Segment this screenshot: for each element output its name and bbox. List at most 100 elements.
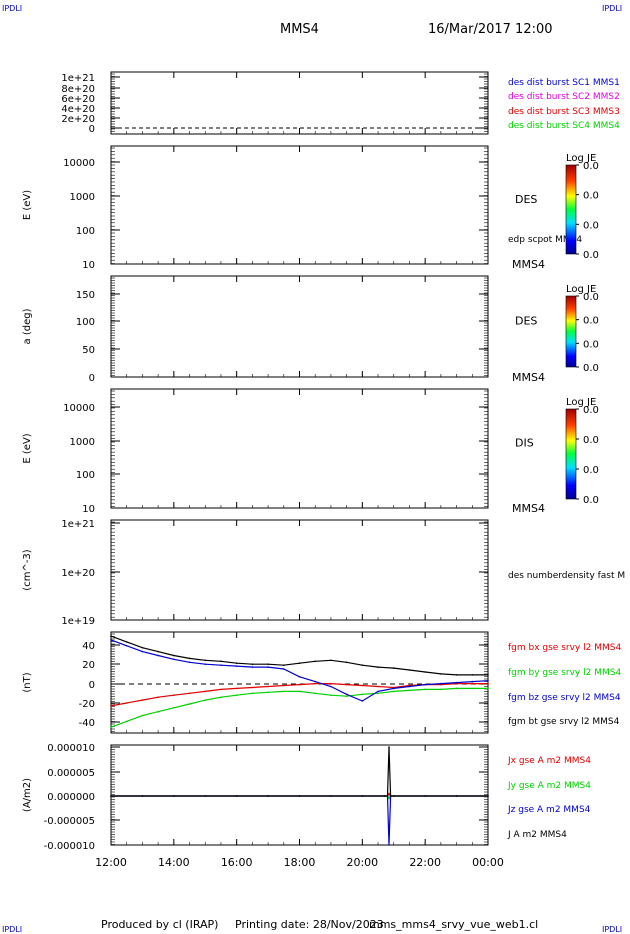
data-point xyxy=(455,681,458,684)
data-point xyxy=(440,673,442,675)
data-point xyxy=(141,650,144,653)
panel-frame-p2 xyxy=(110,145,489,265)
data-point xyxy=(388,797,390,800)
data-point xyxy=(141,795,144,797)
colorbar-label: 0.0 xyxy=(583,495,599,506)
data-point xyxy=(173,707,175,709)
data-point xyxy=(141,646,144,649)
y-tick-label: 0.000010 xyxy=(47,743,95,754)
y-tick-label: 4e+20 xyxy=(61,104,95,115)
data-point xyxy=(251,666,254,668)
data-point xyxy=(220,696,222,698)
series-line-2 xyxy=(110,687,488,728)
legend-entry: Jx gse A m2 MMS4 xyxy=(507,756,591,766)
data-point xyxy=(251,692,254,695)
y-tick-label: 0 xyxy=(89,680,95,691)
panel-instrument-label: DES xyxy=(515,193,537,206)
legend-entry: J A m2 MMS4 xyxy=(507,830,567,840)
data-point xyxy=(235,665,238,667)
panel-instrument-label: DES xyxy=(515,315,537,328)
data-point xyxy=(487,795,489,797)
data-point xyxy=(110,705,112,707)
data-point xyxy=(388,746,390,748)
colorbar-title: Log JE xyxy=(566,153,596,164)
data-point xyxy=(361,684,364,687)
data-point xyxy=(157,650,159,653)
colorbar-title: Log JE xyxy=(566,397,596,408)
data-point xyxy=(204,699,207,701)
data-point xyxy=(251,663,254,665)
data-point xyxy=(220,688,222,691)
series-line-4 xyxy=(111,746,488,797)
data-point xyxy=(235,795,238,797)
colorbar xyxy=(565,408,577,500)
data-point xyxy=(110,795,112,797)
data-point xyxy=(110,639,112,641)
data-point xyxy=(173,658,175,661)
colorbar-label: 0.0 xyxy=(583,250,599,261)
data-point xyxy=(424,683,427,686)
legend-entry: des dist burst SC3 MMS3 xyxy=(508,107,620,117)
data-point xyxy=(298,795,301,797)
data-point xyxy=(267,663,269,665)
data-point xyxy=(283,664,285,666)
data-point xyxy=(267,685,269,688)
y-tick-label: 10000 xyxy=(63,158,95,169)
data-point xyxy=(125,645,128,647)
legend-entry: des dist burst SC4 MMS4 xyxy=(508,121,620,131)
time-tick-label: 16:00 xyxy=(221,856,253,869)
data-point xyxy=(361,693,364,696)
data-point xyxy=(314,682,317,685)
corner-tag-top-left: IPDLI xyxy=(2,4,23,13)
data-point xyxy=(157,696,159,698)
colorbar-label: 0.0 xyxy=(583,191,599,202)
data-point xyxy=(389,795,392,797)
data-point xyxy=(235,662,238,664)
y-tick-label: 1000 xyxy=(70,437,95,448)
data-point xyxy=(204,795,207,797)
data-point xyxy=(361,664,364,666)
panel-variable-label: des numberdensity fast M xyxy=(508,571,625,581)
legend-entry: Jy gse A m2 MMS4 xyxy=(507,781,591,791)
colorbar xyxy=(565,164,577,255)
colorbar xyxy=(565,295,577,368)
colorbar-label: 0.0 xyxy=(583,316,599,327)
data-point xyxy=(283,668,285,670)
y-tick-label: 0 xyxy=(89,124,95,135)
data-point xyxy=(393,795,395,797)
time-tick-label: 00:00 xyxy=(472,856,504,869)
data-point xyxy=(204,663,207,665)
data-point xyxy=(345,683,348,686)
data-point xyxy=(188,703,191,705)
data-point xyxy=(314,680,317,683)
data-point xyxy=(110,726,112,728)
y-tick-label: 1000 xyxy=(70,192,95,203)
legend-entry: fgm bx gse srvy l2 MMS4 xyxy=(508,643,621,653)
y-tick-label: 1e+19 xyxy=(61,616,95,627)
data-point xyxy=(471,682,474,685)
data-point xyxy=(393,690,395,693)
data-point xyxy=(125,720,128,723)
time-tick-label: 12:00 xyxy=(95,856,127,869)
panel-spacecraft-label: MMS4 xyxy=(512,502,545,515)
data-point xyxy=(283,684,285,687)
panel-frame-p7 xyxy=(110,744,489,846)
data-point xyxy=(314,692,317,695)
data-point xyxy=(220,664,222,666)
panel-spacecraft-label: MMS4 xyxy=(512,258,545,271)
legend-entry: Jz gse A m2 MMS4 xyxy=(507,805,591,815)
time-tick-label: 18:00 xyxy=(284,856,316,869)
panel-spacecraft-label: MMS4 xyxy=(512,371,545,384)
colorbar-label: 0.0 xyxy=(583,363,599,374)
data-point xyxy=(204,659,207,662)
y-tick-label: 1e+21 xyxy=(61,519,95,530)
data-point xyxy=(267,691,269,694)
data-point xyxy=(188,692,191,695)
data-point xyxy=(157,654,159,657)
panel-frame-p3 xyxy=(110,275,489,378)
data-point xyxy=(386,795,389,797)
y-tick-label: 40 xyxy=(82,641,95,652)
legend-entry: fgm bt gse srvy l2 MMS4 xyxy=(508,717,620,727)
